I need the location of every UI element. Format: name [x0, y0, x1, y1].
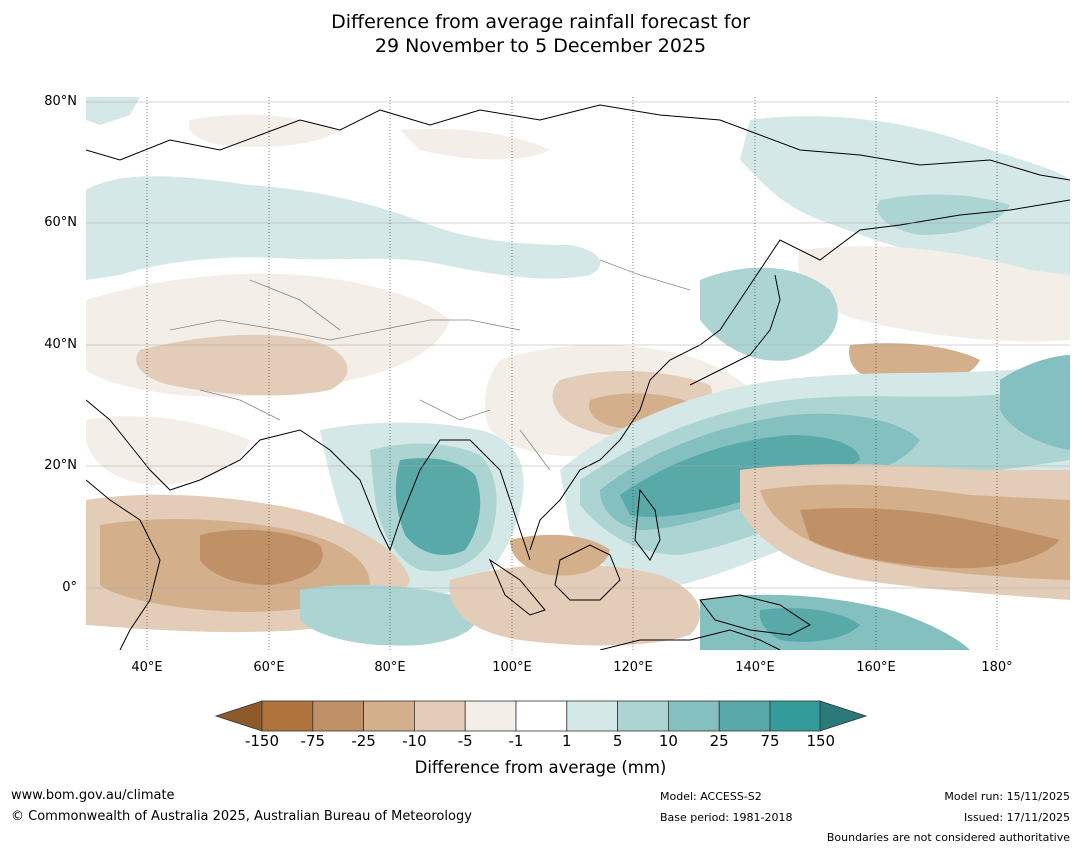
colorbar-cell	[464, 700, 517, 732]
anomaly-region-indian-ocean-teal	[300, 584, 478, 646]
colorbar-cell	[261, 700, 314, 732]
coastline-africa	[86, 479, 161, 650]
lon-label: 180°	[981, 660, 1013, 675]
title-line-2: 29 November to 5 December 2025	[374, 35, 707, 57]
graticule-meridians	[146, 97, 998, 650]
lon-label: 100°E	[492, 660, 532, 675]
footer-model-run: Model run: 15/11/2025	[944, 790, 1070, 803]
footer-model: Model: ACCESS-S2	[660, 790, 762, 803]
anomaly-region-maritime-mid	[510, 534, 610, 576]
anomaly-region-north-brown-2	[400, 128, 550, 160]
lat-label: 40°N	[44, 337, 77, 352]
footer-disclaimer: Boundaries are not considered authoritat…	[826, 831, 1070, 844]
colorbar-tick-label: -1	[508, 732, 524, 750]
country-borders	[169, 259, 691, 471]
colorbar-tick-label: -75	[300, 732, 326, 750]
footer-base-period: Base period: 1981-2018	[660, 811, 793, 824]
coastline-south-asia	[86, 399, 531, 561]
colorbar-tick-label: 75	[760, 732, 780, 750]
colorbar-tick-label: -10	[402, 732, 427, 750]
colorbar-tick-label: 1	[562, 732, 572, 750]
colorbar-cell	[769, 700, 822, 732]
anomaly-region-japan-teal	[700, 267, 838, 361]
footer-website: www.bom.gov.au/climate	[11, 788, 175, 803]
anomaly-region-pacific-north-light	[798, 246, 1070, 342]
anomaly-region-central-asia-mid	[136, 334, 348, 396]
coastline-japan	[689, 274, 781, 386]
footer-issued: Issued: 17/11/2025	[963, 811, 1070, 824]
colorbar-tick-label: 25	[709, 732, 729, 750]
map-area	[86, 97, 1070, 650]
coastline-australia	[599, 629, 781, 650]
lon-label: 120°E	[613, 660, 653, 675]
lat-label: 0°	[62, 580, 77, 595]
coastline-asia-east	[529, 199, 1070, 551]
colorbar-cell	[668, 700, 720, 732]
lon-label: 140°E	[735, 660, 775, 675]
colorbar-cell	[566, 700, 618, 732]
colorbar-tick-label: -5	[457, 732, 473, 750]
colorbar-cell	[363, 700, 415, 732]
colorbar-tick-label: 150	[806, 732, 836, 750]
coastline-new-guinea	[699, 594, 811, 636]
map-title: Difference from average rainfall forecas…	[0, 10, 1081, 58]
lon-label: 60°E	[253, 660, 285, 675]
anomaly-region-bengal-high	[395, 458, 481, 555]
anomaly-region-north-brown	[188, 114, 340, 147]
anomaly-region-south-pacific-dark	[800, 508, 1060, 569]
colorbar-title: Difference from average (mm)	[414, 758, 667, 777]
anomaly-region-siberia-teal	[86, 176, 601, 280]
colorbar-cell	[312, 700, 364, 732]
colorbar-cell	[413, 700, 466, 732]
title-line-1: Difference from average rainfall forecas…	[331, 11, 750, 33]
footer-copyright: © Commonwealth of Australia 2025, Austra…	[11, 809, 472, 824]
anomaly-region-indian-ocean-dark	[200, 529, 323, 585]
colorbar-tick-label: 10	[658, 732, 678, 750]
anomaly-region-east-pacific-teal	[1000, 355, 1070, 450]
anomaly-region-east-siberia-mid	[877, 194, 1010, 235]
coastline-sumatra	[488, 558, 546, 616]
coastline-eurasia-north	[86, 104, 1070, 181]
coastline-borneo	[554, 544, 621, 601]
lon-label: 80°E	[374, 660, 406, 675]
lat-label: 80°N	[44, 94, 77, 109]
lon-label: 160°E	[856, 660, 896, 675]
colorbar-extend-high	[819, 700, 868, 732]
lat-label: 20°N	[44, 458, 77, 473]
lon-label: 40°E	[131, 660, 163, 675]
coastline-philippines	[634, 488, 661, 561]
colorbar-cell	[515, 700, 568, 732]
colorbar-tick-label: -150	[244, 732, 280, 750]
colorbar-extend-low	[214, 700, 263, 732]
colorbar-cell	[617, 700, 669, 732]
colorbar-cell	[718, 700, 771, 732]
colorbar-tick-label: 5	[612, 732, 623, 750]
anomaly-region-arabia-light	[86, 416, 250, 485]
graticule	[86, 101, 1070, 589]
anomaly-region-arctic-west	[86, 97, 140, 125]
colorbar	[214, 700, 868, 732]
colorbar-tick-label: -25	[351, 732, 376, 750]
lat-label: 60°N	[44, 215, 77, 230]
